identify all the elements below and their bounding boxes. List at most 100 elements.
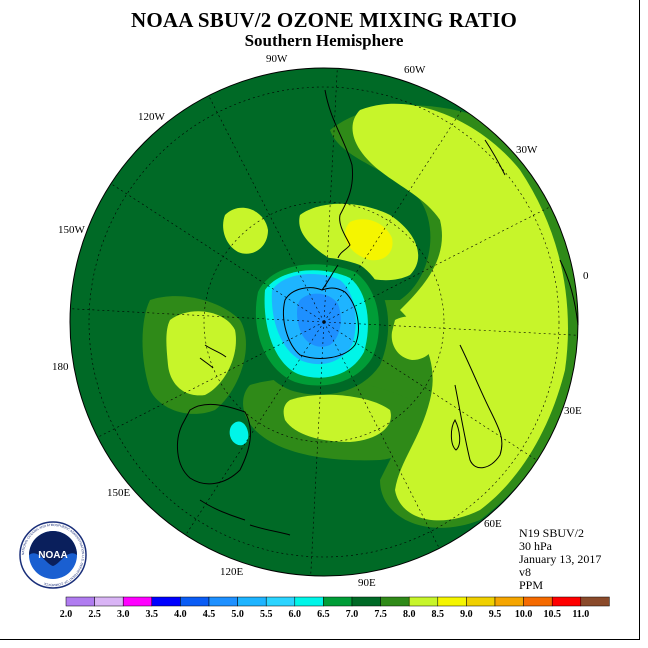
lon-label-120e: 120E <box>220 566 244 578</box>
colorbar-swatch <box>408 596 439 607</box>
lon-label-120w: 120W <box>138 111 166 123</box>
colorbar-label: 2.0 <box>60 609 73 620</box>
field-8.0-west <box>166 311 236 396</box>
coastline-antarctic-peninsula <box>321 264 339 291</box>
meridians <box>70 68 578 576</box>
coastline-new-zealand <box>199 344 227 369</box>
colorbar-swatch <box>323 596 353 607</box>
colorbar-label: 10.5 <box>543 609 561 620</box>
lon-label-30w: 30W <box>516 144 538 156</box>
lon-label-0: 0 <box>583 270 589 282</box>
map-subtitle: Southern Hemisphere <box>244 31 404 50</box>
colorbar-swatch <box>294 596 324 607</box>
colorbar-swatch <box>151 596 181 607</box>
colorbar-swatch <box>523 596 553 607</box>
meridian-line <box>110 183 325 323</box>
logo-bird <box>29 531 77 566</box>
coastline-africa <box>454 344 503 469</box>
field-8.0-nw <box>223 207 268 254</box>
colorbar-label: 9.5 <box>489 609 502 620</box>
colorbar-label: 3.5 <box>146 609 159 620</box>
colorbar-swatch <box>180 596 210 607</box>
meridian-line <box>323 321 538 461</box>
colorbar-label: 5.5 <box>260 609 273 620</box>
latitude-circle-outer <box>88 86 560 558</box>
figure-frame <box>0 0 640 640</box>
lon-label-30e: 30E <box>564 405 582 417</box>
field-8.0-east <box>352 103 568 521</box>
colorbar-swatch <box>94 596 124 607</box>
lon-label-150e: 150E <box>107 487 131 499</box>
colorbar-swatch <box>380 596 410 607</box>
meridian-line <box>310 321 325 576</box>
colorbar-swatch <box>437 596 467 607</box>
coastline-indonesia <box>199 499 291 536</box>
colorbar-swatch <box>580 596 610 607</box>
colorbar-label: 2.5 <box>88 609 101 620</box>
info-level: 30 hPa <box>519 539 552 553</box>
colorbar-label: 6.5 <box>317 609 330 620</box>
meridian-line <box>323 321 440 549</box>
colorbar-label: 5.0 <box>231 609 244 620</box>
meridian-line <box>208 95 325 323</box>
meridian-line <box>70 308 325 323</box>
info-version: v8 <box>519 565 531 579</box>
meridian-line <box>97 321 325 438</box>
colorbar-swatch <box>351 596 381 607</box>
colorbar-label: 4.0 <box>174 609 187 620</box>
field-5.0-blue <box>297 293 341 347</box>
colorbar-label: 3.0 <box>117 609 130 620</box>
coastline-antarctica <box>283 287 359 359</box>
colorbar-label: 10.0 <box>515 609 533 620</box>
info-units: PPM <box>519 578 544 592</box>
colorbar-label: 9.0 <box>460 609 473 620</box>
lon-label-60e: 60E <box>484 518 502 530</box>
noaa-logo: NOAA NATIONAL OCEANIC AND ATMOSPHERIC AD… <box>19 521 87 589</box>
colorbar-label: 7.5 <box>374 609 387 620</box>
meridian-line <box>185 321 325 536</box>
colorbar-swatch <box>122 596 153 607</box>
meridian-line <box>323 321 578 336</box>
colorbar-swatch <box>466 596 496 607</box>
coastline-australia <box>177 403 251 485</box>
info-satellite: N19 SBUV/2 <box>519 526 585 540</box>
coastline-greenland-arc <box>484 139 579 326</box>
colorbar-label: 6.0 <box>289 609 302 620</box>
colorbar-label: 4.5 <box>203 609 216 620</box>
colorbar-swatch <box>65 596 95 607</box>
field-8.5-maximum <box>345 219 393 261</box>
coastlines <box>177 89 579 536</box>
field-6.0-cyan-small <box>229 421 249 446</box>
lon-label-60w: 60W <box>404 64 426 76</box>
colorbar-swatch <box>265 596 296 607</box>
longitude-labels: 90W 60W 120W 30W 150W 0 180 30E 150E 60E… <box>52 53 589 589</box>
lon-label-90w: 90W <box>266 53 288 65</box>
colorbar-label: 7.0 <box>346 609 359 620</box>
colorbar-swatch <box>494 596 524 607</box>
meridian-line <box>323 68 338 323</box>
colorbar-label: 11.0 <box>572 609 589 620</box>
meridian-line <box>323 206 551 323</box>
colorbar-swatch <box>237 596 267 607</box>
colorbar-swatch <box>551 596 582 607</box>
lon-label-90e: 90E <box>358 577 376 589</box>
lon-label-180: 180 <box>52 361 69 373</box>
latitude-circle-inner <box>203 201 445 443</box>
colorbar-label: 8.0 <box>403 609 416 620</box>
meridian-line <box>323 108 463 323</box>
lon-label-150w: 150W <box>58 224 86 236</box>
graticule <box>70 68 578 576</box>
field-8.0-south <box>283 394 391 442</box>
info-block: N19 SBUV/2 30 hPa January 13, 2017 v8 PP… <box>519 527 601 592</box>
info-date: January 13, 2017 <box>519 552 602 566</box>
coastline-south-america <box>324 89 354 259</box>
colorbar-label: 8.5 <box>432 609 445 620</box>
logo-text: NOAA <box>38 550 67 561</box>
colorbar-swatch <box>208 596 238 607</box>
coastline-madagascar <box>450 418 461 451</box>
map-boundary <box>69 67 579 577</box>
map-title: NOAA SBUV/2 OZONE MIXING RATIO <box>131 8 517 32</box>
